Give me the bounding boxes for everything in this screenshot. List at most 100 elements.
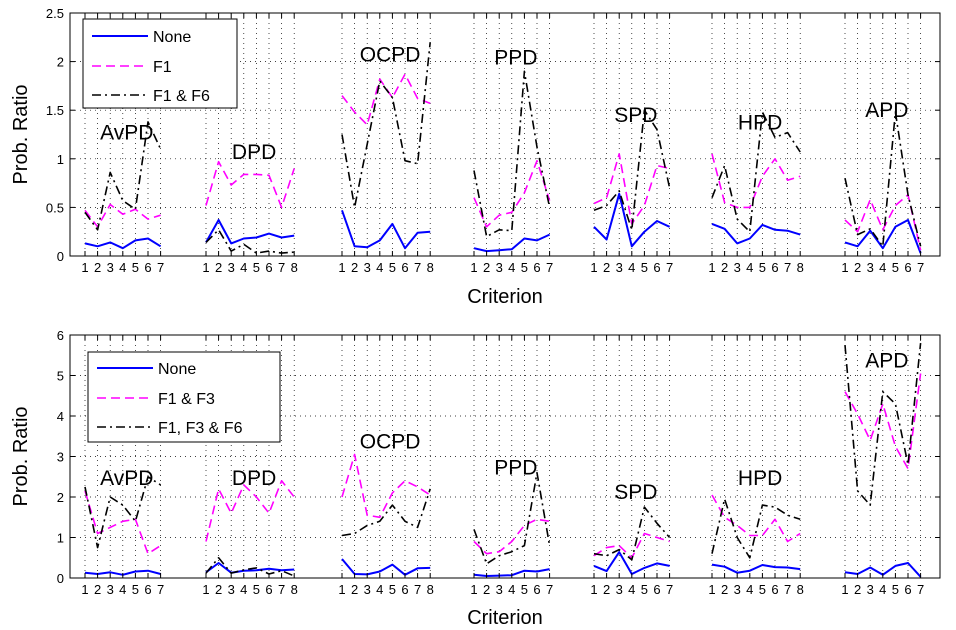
top-x-axis-title: Criterion bbox=[467, 286, 543, 308]
top-series-f1-f6-avpd bbox=[84, 121, 162, 231]
bottom-x-tick-label: 4 bbox=[508, 582, 515, 597]
bottom-series-none-ocpd bbox=[341, 558, 431, 576]
bottom-x-tick-label: 8 bbox=[797, 582, 804, 597]
bottom-x-tick-label: 4 bbox=[240, 582, 247, 597]
bottom-series-f1-f3-f6-hpd bbox=[711, 498, 801, 559]
top-legend-box bbox=[82, 18, 238, 109]
top-group-label-avpd: AvPD bbox=[100, 121, 153, 144]
bottom-x-tick-label: 4 bbox=[879, 582, 886, 597]
top-x-tick-label: 4 bbox=[240, 260, 247, 275]
bottom-x-tick-label: 2 bbox=[215, 582, 222, 597]
bottom-x-axis-title: Criterion bbox=[467, 607, 543, 629]
top-series-none-apd bbox=[844, 219, 922, 254]
top-series-none-avpd bbox=[84, 237, 162, 250]
bottom-series-f1-f3-f6-spd bbox=[593, 506, 671, 561]
top-group-label-hpd: HPD bbox=[738, 112, 782, 135]
top-x-tick-label: 7 bbox=[666, 260, 673, 275]
top-legend: None F1 F1 & F6 bbox=[82, 18, 238, 109]
top-series-f1-dpd bbox=[205, 160, 295, 209]
top-y-axis: 0 0.5 1 1.5 2 2.5 bbox=[46, 6, 940, 264]
top-x-tick-label: 2 bbox=[94, 260, 101, 275]
bottom-x-tick-label: 4 bbox=[746, 582, 753, 597]
bottom-x-tick-label: 2 bbox=[94, 582, 101, 597]
top-x-tick-label: 1 bbox=[81, 260, 88, 275]
bottom-x-tick-label: 2 bbox=[854, 582, 861, 597]
top-x-tick-label: 4 bbox=[628, 260, 635, 275]
bottom-group-label-avpd: AvPD bbox=[100, 467, 153, 490]
bottom-x-tick-label: 2 bbox=[483, 582, 490, 597]
top-x-tick-label: 7 bbox=[917, 260, 924, 275]
bottom-y-tick-label: 4 bbox=[57, 409, 64, 424]
top-group-label-dpd: DPD bbox=[232, 141, 276, 164]
top-y-tick-label: 0.5 bbox=[46, 200, 64, 215]
top-x-tick-label: 7 bbox=[157, 260, 164, 275]
bottom-y-axis: 0 1 2 3 4 5 6 bbox=[57, 328, 940, 586]
top-x-tick-label: 3 bbox=[616, 260, 623, 275]
top-x-tick-label: 7 bbox=[546, 260, 553, 275]
bottom-y-tick-label: 2 bbox=[57, 490, 64, 505]
bottom-x-tick-label: 2 bbox=[603, 582, 610, 597]
bottom-y-tick-label: 6 bbox=[57, 328, 64, 343]
bottom-legend-label-none: None bbox=[158, 361, 196, 378]
bottom-x-tick-label: 5 bbox=[759, 582, 766, 597]
bottom-x-tick-label: 1 bbox=[338, 582, 345, 597]
bottom-group-label-spd: SPD bbox=[614, 481, 657, 504]
top-x-tick-label: 3 bbox=[364, 260, 371, 275]
top-x-tick-label: 2 bbox=[721, 260, 728, 275]
bottom-legend-label-f1-f3: F1 & F3 bbox=[158, 391, 215, 408]
top-x-tick-label: 2 bbox=[854, 260, 861, 275]
top-series-f1-f6-dpd bbox=[205, 229, 295, 254]
top-series-f1-ocpd bbox=[341, 73, 431, 126]
bottom-x-tick-label: 6 bbox=[533, 582, 540, 597]
bottom-y-tick-label: 0 bbox=[57, 571, 64, 586]
top-y-tick-label: 1.5 bbox=[46, 103, 64, 118]
bottom-series-none-dpd bbox=[205, 562, 295, 574]
bottom-x-tick-label: 7 bbox=[546, 582, 553, 597]
bottom-series-none-hpd bbox=[711, 563, 801, 574]
bottom-group-label-hpd: HPD bbox=[738, 467, 782, 490]
bottom-x-tick-label: 1 bbox=[81, 582, 88, 597]
top-group-label-apd: APD bbox=[865, 99, 908, 122]
top-x-tick-label: 8 bbox=[427, 260, 434, 275]
bottom-group-label-apd: APD bbox=[865, 349, 908, 372]
bottom-series-f1-f3-hpd bbox=[711, 494, 801, 543]
bottom-x-tick-label: 7 bbox=[784, 582, 791, 597]
top-x-tick-label: 5 bbox=[641, 260, 648, 275]
top-x-tick-label: 3 bbox=[107, 260, 114, 275]
bottom-series-f1-f3-f6-apd bbox=[844, 343, 922, 506]
bottom-x-tick-label: 7 bbox=[666, 582, 673, 597]
bottom-y-tick-label: 5 bbox=[57, 369, 64, 384]
bottom-x-tick-label: 5 bbox=[521, 582, 528, 597]
bottom-series-lines bbox=[84, 343, 922, 578]
top-x-tick-label: 1 bbox=[202, 260, 209, 275]
bottom-x-tick-label: 4 bbox=[376, 582, 383, 597]
top-x-tick-label: 1 bbox=[708, 260, 715, 275]
bottom-group-label-ppd: PPD bbox=[494, 457, 537, 480]
top-x-tick-label: 7 bbox=[414, 260, 421, 275]
bottom-series-f1-f3-f6-dpd bbox=[205, 556, 295, 577]
top-group-label-ppd: PPD bbox=[494, 47, 537, 70]
top-x-tick-label: 1 bbox=[841, 260, 848, 275]
bottom-x-tick-label: 2 bbox=[351, 582, 358, 597]
bottom-x-tick-label: 3 bbox=[734, 582, 741, 597]
top-x-tick-label: 1 bbox=[590, 260, 597, 275]
top-series-f1-ppd bbox=[473, 159, 551, 228]
bottom-series-f1-f3-f6-ocpd bbox=[341, 488, 431, 537]
bottom-x-tick-label: 3 bbox=[496, 582, 503, 597]
bottom-x-tick-label: 8 bbox=[427, 582, 434, 597]
bottom-x-tick-label: 1 bbox=[470, 582, 477, 597]
top-legend-label-f1-f6: F1 & F6 bbox=[153, 88, 210, 105]
bottom-x-tick-label: 3 bbox=[364, 582, 371, 597]
top-x-tick-label: 4 bbox=[879, 260, 886, 275]
top-x-tick-label: 3 bbox=[867, 260, 874, 275]
bottom-x-tick-label: 2 bbox=[721, 582, 728, 597]
bottom-x-tick-label: 6 bbox=[144, 582, 151, 597]
top-x-tick-label: 6 bbox=[265, 260, 272, 275]
bottom-y-tick-label: 1 bbox=[57, 531, 64, 546]
top-group-label-ocpd: OCPD bbox=[360, 44, 421, 67]
bottom-x-tick-label: 5 bbox=[132, 582, 139, 597]
top-series-f1-f6-spd bbox=[593, 109, 671, 231]
top-series-none-spd bbox=[593, 192, 671, 248]
bottom-legend: None F1 & F3 F1, F3 & F6 bbox=[87, 351, 281, 443]
